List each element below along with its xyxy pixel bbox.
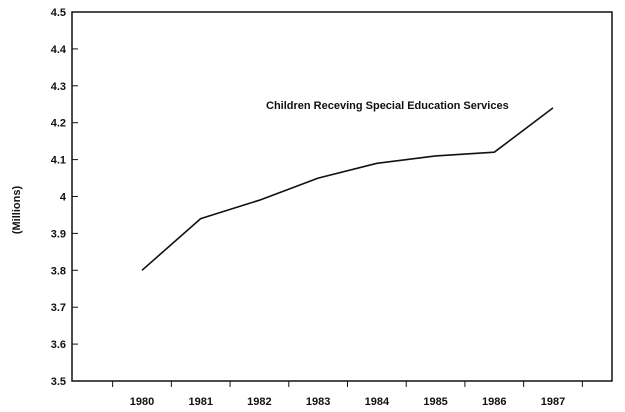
x-tick-label: 1981 [188, 396, 212, 408]
series-line [141, 107, 554, 271]
y-tick-label: 4 [60, 192, 67, 204]
y-tick-label: 4.1 [51, 155, 66, 167]
series-layer [141, 107, 554, 271]
x-tick-label: 1983 [306, 396, 330, 408]
y-tick-label: 3.6 [51, 339, 66, 351]
x-tick-label: 1980 [130, 396, 154, 408]
y-tick-label: 4.2 [51, 118, 66, 130]
plot-frame [71, 11, 613, 382]
y-tick-label: 4.3 [51, 81, 66, 93]
y-axis-ticks: 3.5 3.6 3.7 3.8 3.9 4 4.1 4.2 4.3 4.4 4.5 [51, 7, 78, 388]
x-tick-label: 1986 [482, 396, 506, 408]
x-tick-label: 1984 [365, 396, 390, 408]
y-tick-label: 4.4 [51, 44, 67, 56]
y-tick-label: 3.9 [51, 228, 66, 240]
y-tick-label: 3.7 [51, 302, 66, 314]
x-tick-label: 1985 [423, 396, 447, 408]
y-tick-label: 4.5 [51, 7, 66, 19]
series-annotation: Children Receving Special Education Serv… [266, 100, 509, 112]
y-tick-label: 3.5 [51, 376, 66, 388]
y-axis-label: (Millions) [11, 186, 23, 235]
x-tick-label: 1982 [247, 396, 271, 408]
x-tick-label: 1987 [541, 396, 565, 408]
y-tick-label: 3.8 [51, 265, 66, 277]
x-axis-ticks: 1980 1981 1982 1983 1984 1985 1986 1987 [112, 381, 583, 408]
